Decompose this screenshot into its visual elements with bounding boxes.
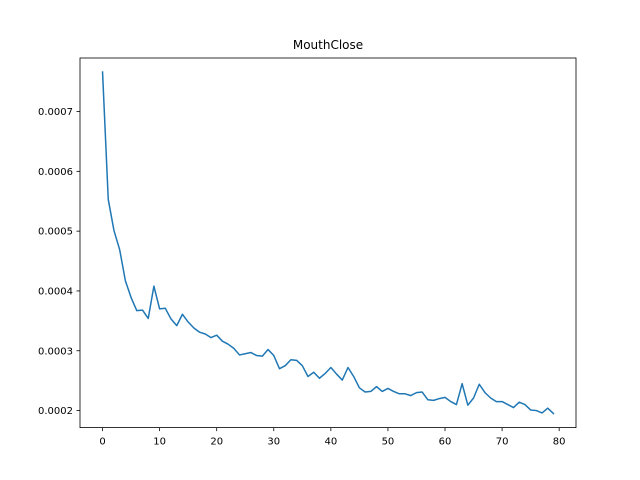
chart-title: MouthClose bbox=[293, 38, 363, 52]
plot-area-frame bbox=[79, 57, 577, 429]
x-tick-label: 70 bbox=[496, 437, 509, 448]
y-tick-label: 0.0002 bbox=[38, 406, 73, 417]
y-tick-label: 0.0007 bbox=[38, 107, 73, 118]
y-tick-label: 0.0006 bbox=[38, 167, 73, 178]
x-axis: 0 10 20 30 40 50 60 70 80 bbox=[99, 427, 566, 448]
x-tick-label: 50 bbox=[382, 437, 395, 448]
x-tick-label: 60 bbox=[439, 437, 452, 448]
x-tick-label: 0 bbox=[99, 437, 105, 448]
x-tick-label: 20 bbox=[210, 437, 223, 448]
y-tick-label: 0.0003 bbox=[38, 346, 73, 357]
y-axis: 0.0002 0.0003 0.0004 0.0005 0.0006 0.0007 bbox=[38, 107, 80, 417]
x-tick-label: 30 bbox=[267, 437, 280, 448]
x-tick-label: 40 bbox=[324, 437, 337, 448]
y-tick-label: 0.0004 bbox=[38, 287, 73, 298]
x-tick-label: 10 bbox=[153, 437, 166, 448]
series-line-0 bbox=[101, 71, 555, 415]
y-tick-label: 0.0005 bbox=[38, 227, 73, 238]
x-tick-label: 80 bbox=[553, 437, 566, 448]
